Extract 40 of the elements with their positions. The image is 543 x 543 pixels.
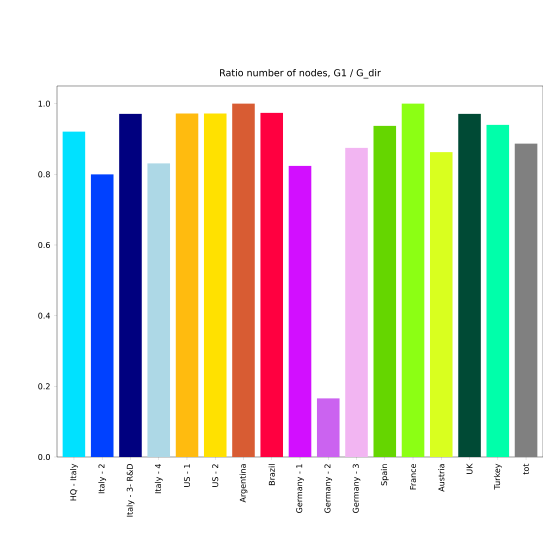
x-tick-label: UK (466, 463, 473, 474)
x-tick-label: Austria (438, 464, 444, 492)
bar (288, 166, 312, 457)
y-tick-label: 0.8 (38, 171, 50, 178)
bar (486, 124, 510, 457)
x-tick-label: Argentina (240, 464, 248, 502)
x-tick-label: France (410, 464, 416, 490)
x-tick-label: Spain (380, 464, 389, 486)
x-tick-label: Germany - 1 (296, 464, 304, 513)
bar (402, 104, 424, 457)
bar (458, 114, 481, 457)
x-tick-label: US - 1 (184, 464, 190, 487)
x-tick-label: Germany - 3 (352, 464, 360, 513)
x-tick-label: tot (523, 464, 529, 474)
x-tick-label: Italy - 3- R&D (126, 464, 134, 517)
bar (119, 114, 142, 457)
bar (430, 152, 453, 457)
bar (176, 114, 198, 457)
chart-title: Ratio number of nodes, G1 / G_dir (220, 69, 381, 78)
bar (90, 174, 114, 457)
bar (373, 126, 396, 457)
x-tick-label: US - 2 (212, 464, 218, 487)
y-tick-label: 0.2 (38, 383, 50, 390)
bar (147, 163, 170, 457)
x-tick-label: Germany - 2 (324, 464, 332, 513)
y-tick-label: 0.0 (38, 454, 50, 460)
y-tick-label: 0.4 (38, 312, 50, 319)
y-tick-label: 0.6 (38, 242, 50, 248)
bar (316, 398, 340, 457)
bar (204, 114, 227, 457)
x-tick-label: Brazil (268, 464, 275, 486)
x-tick-label: Italy - 4 (154, 464, 163, 494)
bar (232, 104, 255, 457)
bar (260, 112, 284, 457)
y-tick-label: 1.0 (38, 100, 50, 107)
x-tick-label: Italy - 2 (98, 464, 106, 494)
bar (345, 148, 368, 457)
x-tick-label: HQ - Italy (70, 464, 78, 500)
bar (62, 132, 86, 457)
x-tick-label: Turkey (494, 464, 502, 490)
